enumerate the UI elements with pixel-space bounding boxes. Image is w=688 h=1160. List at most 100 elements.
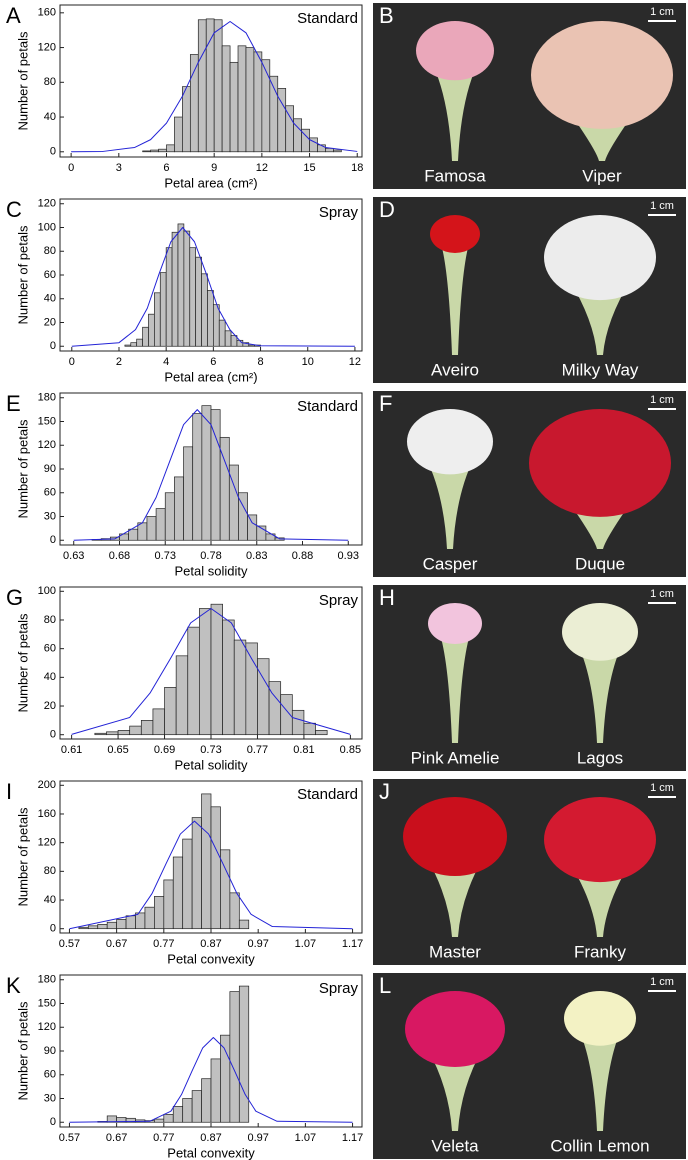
bar [187, 626, 200, 736]
x-tick-label: 0.73 [155, 550, 176, 562]
bar [245, 47, 255, 153]
bar [256, 525, 267, 541]
bar [117, 730, 131, 736]
bar [238, 919, 250, 930]
bar [221, 45, 231, 153]
petal-blade [562, 603, 638, 661]
petal-claw [578, 646, 622, 743]
bar [137, 522, 148, 541]
y-tick-label: 20 [44, 700, 56, 712]
y-tick-label: 120 [38, 198, 56, 210]
panel-letter: H [379, 585, 395, 610]
y-tick-label: 40 [44, 111, 56, 123]
bar [224, 330, 232, 347]
photo-background [373, 779, 686, 965]
bar [189, 247, 197, 347]
bar [154, 1118, 165, 1123]
bar [183, 230, 191, 347]
scale-label: 1 cm [650, 6, 674, 18]
bar [201, 793, 212, 930]
bar [124, 344, 132, 347]
x-tick-label: 0.85 [340, 744, 361, 756]
x-tick-label: 0.97 [247, 938, 268, 950]
scale-label: 1 cm [650, 588, 674, 600]
x-tick-label: 0.63 [63, 550, 84, 562]
x-tick-label: 0.77 [153, 1132, 174, 1144]
bar [94, 732, 107, 736]
x-tick-label: 9 [211, 162, 217, 174]
y-tick-label: 60 [44, 643, 56, 655]
bar [218, 319, 226, 347]
panel-letter: G [6, 585, 23, 610]
bar [140, 720, 154, 736]
cultivar-label: Veleta [431, 1136, 479, 1155]
x-tick-label: 0.67 [106, 1132, 127, 1144]
y-axis-label: Number of petals [15, 1001, 30, 1100]
y-tick-label: 0 [50, 534, 56, 546]
chart-subtitle: Spray [319, 204, 359, 221]
bar [229, 991, 240, 1123]
bar [197, 19, 207, 153]
y-tick-label: 120 [38, 837, 56, 849]
scale-label: 1 cm [650, 782, 674, 794]
y-axis-label: Number of petals [15, 419, 30, 518]
bar [229, 892, 240, 930]
y-axis-label: Number of petals [15, 225, 30, 324]
y-tick-label: 80 [44, 614, 56, 626]
photo-background [373, 197, 686, 383]
bar [201, 405, 212, 541]
panel-letter: F [379, 391, 392, 416]
petal-blade [416, 21, 494, 81]
bar [135, 912, 146, 930]
bar [97, 924, 108, 930]
bar [229, 61, 239, 153]
bar [174, 476, 184, 541]
x-tick-label: 12 [349, 356, 361, 368]
bar [291, 709, 305, 736]
bar [142, 150, 151, 153]
x-tick-label: 10 [302, 356, 314, 368]
petal-claw [579, 1032, 621, 1131]
y-tick-label: 30 [44, 1092, 56, 1104]
bar [154, 896, 165, 930]
x-tick-label: 1.17 [342, 1132, 363, 1144]
bar [116, 919, 127, 930]
x-tick-label: 3 [116, 162, 122, 174]
x-tick-label: 1.17 [342, 938, 363, 950]
x-axis-label: Petal convexity [167, 1145, 255, 1160]
bar [237, 45, 247, 153]
bar [303, 722, 316, 736]
bar [150, 149, 159, 153]
fit-curve [71, 21, 358, 153]
panel-letter: A [6, 3, 21, 28]
x-tick-label: 0.81 [293, 744, 314, 756]
bar [201, 273, 208, 347]
bar [245, 642, 258, 736]
plot-frame [59, 4, 363, 158]
cultivar-label: Franky [574, 942, 626, 961]
y-tick-label: 0 [50, 923, 56, 935]
x-tick-label: 0.57 [59, 938, 80, 950]
bar [315, 730, 328, 736]
x-tick-label: 0.77 [247, 744, 268, 756]
bar [325, 147, 334, 153]
bar [175, 655, 189, 736]
bar [210, 806, 221, 930]
x-tick-label: 0.93 [338, 550, 359, 562]
cultivar-label: Viper [582, 166, 622, 185]
bar [128, 528, 139, 541]
photo-background [373, 973, 686, 1159]
x-tick-label: 15 [303, 162, 315, 174]
bar [257, 658, 270, 736]
x-tick-label: 0.87 [200, 1132, 221, 1144]
petal-claw [433, 65, 477, 161]
bar [163, 1113, 174, 1123]
fit-curve [69, 1037, 353, 1123]
petal-blade [529, 409, 671, 517]
petal-blade [405, 991, 505, 1067]
x-tick-label: 0.97 [247, 1132, 268, 1144]
bar [268, 681, 282, 736]
y-tick-label: 150 [38, 997, 56, 1009]
y-tick-label: 90 [44, 463, 56, 475]
bar [87, 925, 99, 930]
